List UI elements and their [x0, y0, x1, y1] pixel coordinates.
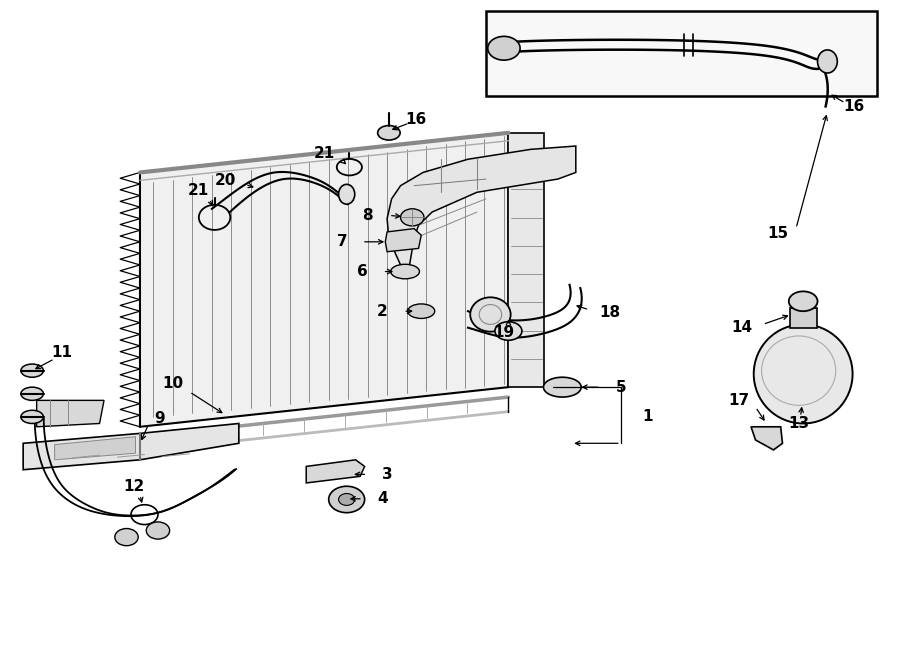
Ellipse shape: [21, 364, 43, 377]
Circle shape: [400, 209, 424, 226]
Text: 2: 2: [377, 304, 388, 318]
Polygon shape: [751, 427, 782, 450]
Ellipse shape: [495, 322, 522, 340]
Polygon shape: [37, 401, 104, 427]
Text: 5: 5: [616, 379, 626, 395]
Ellipse shape: [753, 324, 852, 424]
Text: 3: 3: [382, 467, 392, 482]
Ellipse shape: [788, 291, 817, 311]
Circle shape: [115, 528, 139, 545]
Polygon shape: [306, 460, 364, 483]
Bar: [486, 11, 877, 97]
Text: 16: 16: [405, 112, 427, 127]
Text: 9: 9: [155, 410, 165, 426]
Ellipse shape: [21, 410, 43, 424]
Text: 21: 21: [188, 183, 209, 199]
Text: 7: 7: [337, 234, 347, 250]
Ellipse shape: [817, 50, 837, 73]
Polygon shape: [385, 228, 421, 252]
Circle shape: [147, 522, 169, 539]
Text: 13: 13: [788, 416, 809, 431]
Polygon shape: [508, 133, 544, 387]
Ellipse shape: [470, 297, 510, 332]
Polygon shape: [55, 437, 136, 460]
Text: 11: 11: [51, 345, 72, 359]
Text: 20: 20: [215, 173, 236, 188]
Ellipse shape: [338, 184, 355, 204]
Ellipse shape: [544, 377, 581, 397]
Text: 4: 4: [377, 491, 388, 506]
Circle shape: [328, 487, 364, 512]
Ellipse shape: [378, 126, 400, 140]
Text: 1: 1: [643, 409, 652, 424]
Text: 6: 6: [356, 264, 367, 279]
Text: 17: 17: [729, 393, 750, 408]
Circle shape: [338, 493, 355, 505]
Text: 19: 19: [493, 325, 515, 340]
Bar: [789, 308, 816, 328]
Text: 18: 18: [599, 305, 620, 320]
Ellipse shape: [391, 264, 419, 279]
Text: 15: 15: [768, 226, 788, 241]
Circle shape: [488, 36, 520, 60]
Text: 12: 12: [123, 479, 144, 494]
Text: 14: 14: [732, 320, 752, 335]
Text: 16: 16: [844, 99, 865, 114]
Ellipse shape: [21, 387, 43, 401]
Text: 21: 21: [313, 146, 335, 162]
Polygon shape: [140, 133, 508, 427]
Polygon shape: [23, 424, 239, 470]
Text: 10: 10: [163, 377, 184, 391]
Ellipse shape: [408, 304, 435, 318]
Text: 8: 8: [362, 208, 373, 223]
Polygon shape: [387, 146, 576, 265]
